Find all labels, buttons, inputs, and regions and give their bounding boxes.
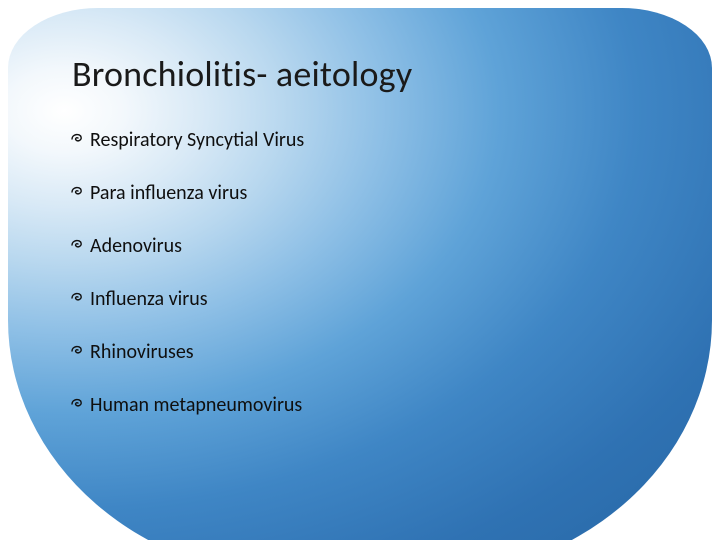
swirl-bullet-icon (70, 181, 86, 201)
swirl-bullet-icon (70, 393, 86, 413)
slide-title: Bronchiolitis- aeitology (72, 52, 412, 96)
list-item: Para influenza virus (70, 181, 640, 205)
list-item-text: Influenza virus (90, 287, 208, 311)
list-item-text: Respiratory Syncytial Virus (90, 128, 304, 152)
list-item: Respiratory Syncytial Virus (70, 128, 640, 152)
list-item-text: Adenovirus (90, 234, 182, 258)
list-item: Influenza virus (70, 287, 640, 311)
swirl-bullet-icon (70, 340, 86, 360)
list-item-text: Rhinoviruses (90, 340, 194, 364)
list-item: Rhinoviruses (70, 340, 640, 364)
swirl-bullet-icon (70, 287, 86, 307)
swirl-bullet-icon (70, 128, 86, 148)
slide: Bronchiolitis- aeitology Respiratory Syn… (0, 0, 720, 540)
swirl-bullet-icon (70, 234, 86, 254)
list-item-text: Para influenza virus (90, 181, 247, 205)
list-item: Human metapneumovirus (70, 393, 640, 417)
list-item-text: Human metapneumovirus (90, 393, 302, 417)
bullet-list: Respiratory Syncytial Virus Para influen… (70, 128, 640, 446)
list-item: Adenovirus (70, 234, 640, 258)
